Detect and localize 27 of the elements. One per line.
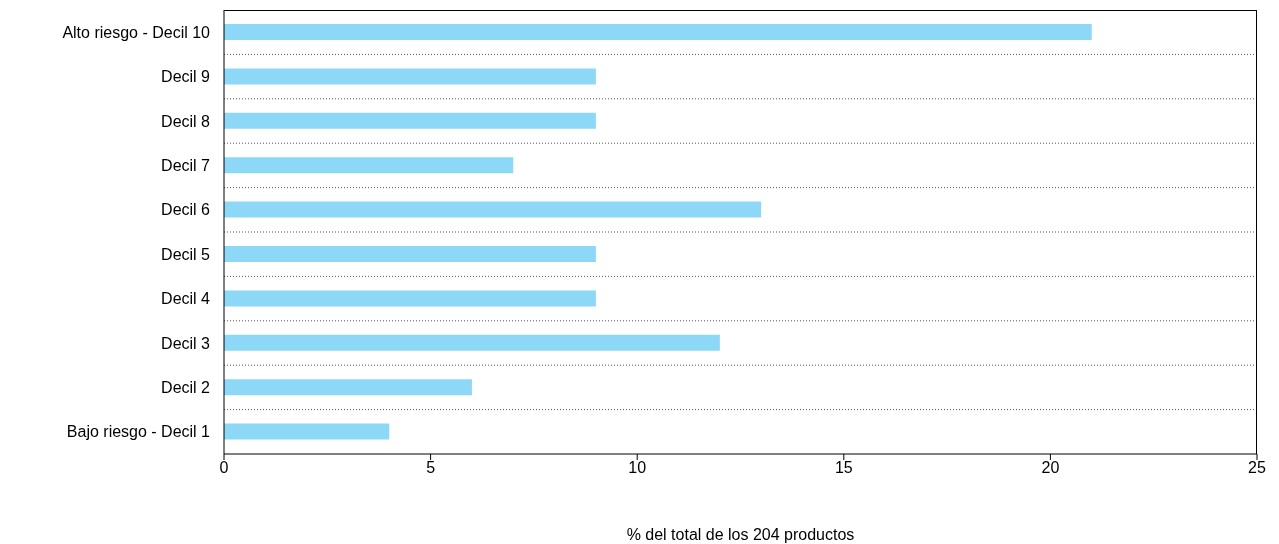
bar — [224, 290, 596, 307]
x-tick-label: 15 — [834, 459, 853, 477]
bar — [224, 423, 390, 440]
x-axis-title: % del total de los 204 productos — [626, 526, 855, 543]
y-tick-label: Bajo riesgo - Decil 1 — [66, 423, 211, 441]
bar — [224, 112, 596, 129]
bar — [224, 24, 1092, 40]
y-tick-label: Decil 9 — [161, 68, 211, 86]
y-tick-label: Decil 8 — [161, 112, 211, 130]
y-tick-label: Decil 5 — [161, 245, 211, 263]
y-tick-label: Decil 3 — [161, 334, 211, 352]
bar — [224, 379, 472, 396]
bar — [224, 246, 596, 262]
x-tick-label: 10 — [628, 459, 647, 477]
bar — [224, 68, 596, 85]
bar — [224, 201, 762, 218]
y-tick-label: Alto riesgo - Decil 10 — [62, 23, 211, 41]
y-tick-label: Decil 7 — [161, 157, 211, 175]
x-tick-label: 0 — [219, 459, 229, 477]
x-tick-label: 25 — [1248, 459, 1266, 477]
x-tick-label: 20 — [1041, 459, 1060, 477]
y-tick-label: Decil 2 — [161, 379, 211, 397]
x-tick-label: 5 — [426, 459, 436, 477]
bar — [224, 157, 514, 174]
bar — [224, 334, 720, 351]
y-tick-label: Decil 4 — [161, 290, 211, 308]
y-tick-label: Decil 6 — [161, 201, 211, 219]
